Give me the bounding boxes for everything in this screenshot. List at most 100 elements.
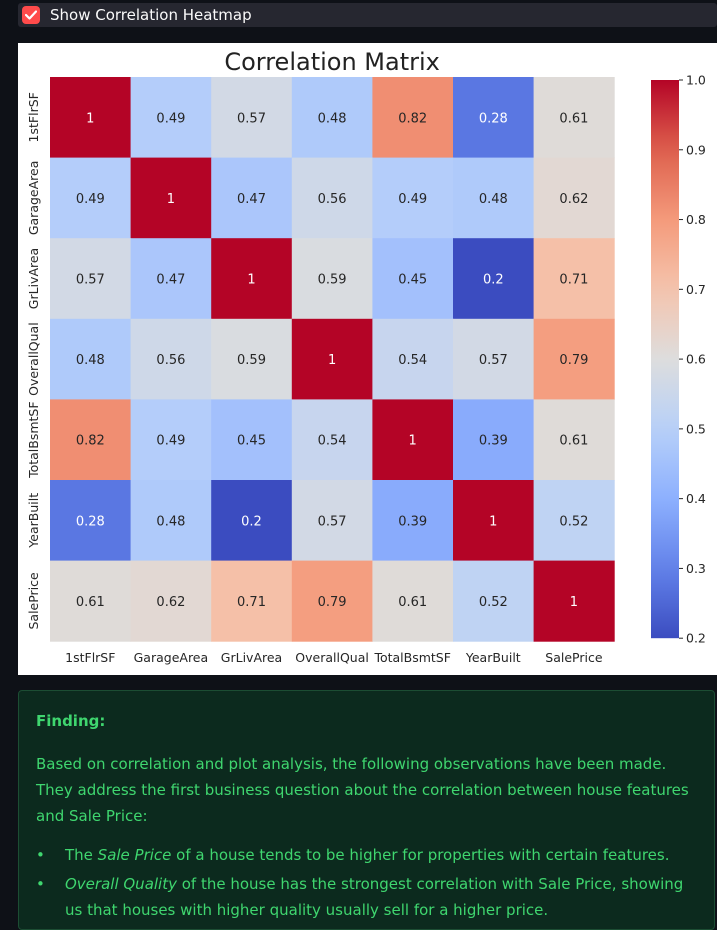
colorbar-tick-label: 0.5 [686,421,706,436]
heatmap-cell [453,399,535,481]
heatmap-cell [372,238,454,320]
heatmap-cell [372,77,454,159]
heatmap-cell [211,238,293,320]
x-tick-label: OverallQual [295,650,369,665]
cell-value-label: 0.57 [479,353,508,368]
heatmap-cell [50,238,132,320]
cell-value-label: 0.59 [237,353,266,368]
heatmap-cell [50,318,132,400]
x-tick-label: GrLivArea [221,650,282,665]
y-tick-label: TotalBsmtSF [26,401,41,478]
cell-value-label: 0.47 [156,273,185,288]
heatmap-cell [130,560,212,642]
checkbox-label: Show Correlation Heatmap [50,6,252,24]
heatmap-cell [533,560,615,642]
cell-value-label: 1 [247,273,255,288]
heatmap-svg: Correlation Matrix 1 0.49 0.57 0.48 0.82 0.28 0… [26,48,706,665]
cell-value-label: 0.28 [479,111,508,126]
cell-value-label: 0.62 [559,192,588,207]
x-tick-label: SalePrice [545,650,603,665]
cell-value-label: 0.2 [483,273,504,288]
colorbar-tick-label: 0.2 [686,631,706,646]
cell-value-label: 0.52 [559,514,588,529]
cell-value-label: 0.61 [398,595,427,610]
heatmap-cell [372,399,454,481]
x-tick-label: GarageArea [134,650,209,665]
heatmap-cell [50,480,132,562]
x-tick-label: TotalBsmtSF [373,650,450,665]
correlation-heatmap-checkbox[interactable]: Show Correlation Heatmap [18,3,717,27]
heatmap-cell [291,480,373,562]
finding-bullet-2: • Overall Quality of the house has the st… [36,871,701,923]
heatmap-cell [211,480,293,562]
heatmap-cell [453,238,535,320]
cell-value-label: 1 [328,353,336,368]
bullet-marker: • [36,846,45,864]
heatmap-cell [291,399,373,481]
heatmap-cell [453,560,535,642]
cell-value-label: 1 [167,192,175,207]
cell-value-label: 0.57 [237,111,266,126]
cell-value-label: 0.54 [318,434,347,449]
colorbar-tick-label: 1.0 [686,73,706,88]
cell-value-label: 0.49 [156,111,185,126]
heatmap-cell [130,238,212,320]
cell-value-label: 1 [489,514,497,529]
heatmap-cell [291,238,373,320]
heatmap-cell [533,399,615,481]
heatmap-cell [211,560,293,642]
cell-value-label: 0.45 [237,434,266,449]
bullet-text-post: of a house tends to be higher for proper… [171,846,670,864]
y-tick-label: OverallQual [26,322,41,396]
colorbar-tick-label: 0.7 [686,282,706,297]
heatmap-cell [453,480,535,562]
heatmap-cell [533,238,615,320]
heatmap-cell [372,157,454,239]
cell-value-label: 0.57 [76,273,105,288]
y-tick-label: GarageArea [26,161,41,236]
colorbar [651,80,679,639]
chart-title: Correlation Matrix [224,48,440,76]
finding-list: • The Sale Price of a house tends to be h… [36,842,701,926]
bullet-marker: • [36,875,45,893]
checkbox-check-icon[interactable] [22,6,40,24]
cell-value-label: 0.71 [559,273,588,288]
heatmap-cell [372,318,454,400]
colorbar-tick-label: 0.4 [686,491,706,506]
cell-value-label: 0.82 [398,111,427,126]
bullet-text-emphasis: Overall Quality [65,875,177,893]
cell-value-label: 0.49 [156,434,185,449]
cell-value-label: 0.62 [156,595,185,610]
finding-box: Finding: Based on correlation and plot a… [18,690,715,930]
y-tick-label: 1stFlrSF [26,92,41,142]
heatmap-cell [130,399,212,481]
y-tick-label: GrLivArea [26,248,41,309]
cell-value-label: 0.82 [76,434,105,449]
heatmap-cell [291,77,373,159]
y-tick-label: SalePrice [26,572,41,630]
cell-value-label: 0.48 [156,514,185,529]
cell-value-label: 0.48 [479,192,508,207]
heatmap-cell [372,560,454,642]
y-tick-label: YearBuilt [26,493,41,549]
cell-value-label: 0.56 [156,353,185,368]
heatmap-cell [533,318,615,400]
finding-paragraph: Based on correlation and plot analysis, … [36,755,689,825]
heatmap-cell [130,157,212,239]
heatmap-cell [211,399,293,481]
cell-value-label: 1 [409,434,417,449]
cell-value-label: 0.57 [318,514,347,529]
heatmap-cell [211,157,293,239]
cell-value-label: 0.79 [559,353,588,368]
heatmap-cell [291,560,373,642]
heatmap-cell [50,560,132,642]
heatmap-cell [130,318,212,400]
heatmap-cell [533,77,615,159]
finding-title: Finding: [36,712,106,730]
heatmap-cell [453,318,535,400]
bullet-text-emphasis: Sale Price [97,846,172,864]
cell-value-label: 0.52 [479,595,508,610]
heatmap-cell [291,157,373,239]
heatmap-cell [533,157,615,239]
colorbar-tick-label: 0.3 [686,561,706,576]
